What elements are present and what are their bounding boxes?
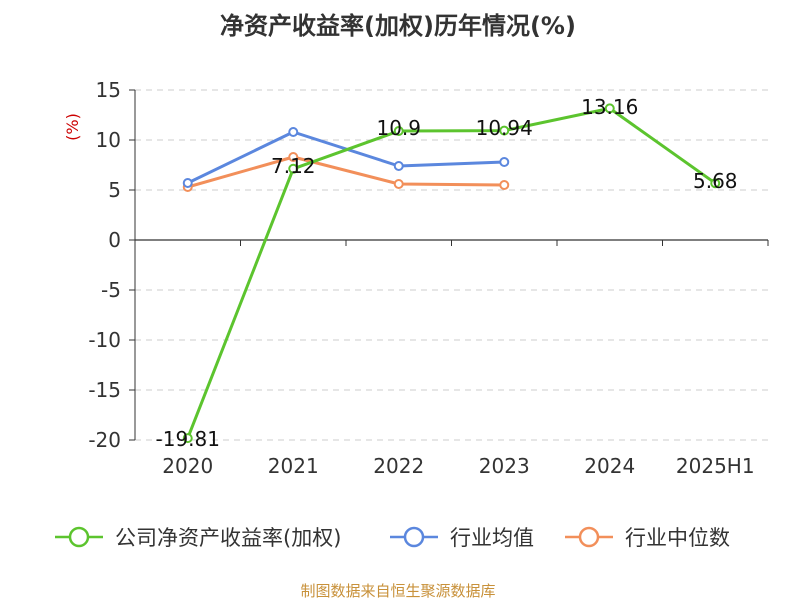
y-tick-label: -15	[88, 378, 121, 402]
y-tick-label: 5	[108, 178, 121, 202]
data-labels: -19.81 7.12 10.9 10.94 13.16 5.68	[156, 95, 738, 451]
data-label: -19.81	[156, 427, 220, 451]
data-point	[604, 103, 615, 114]
y-tick-label: -10	[88, 328, 121, 352]
data-point	[710, 178, 721, 189]
series-line	[187, 155, 505, 189]
data-point	[499, 180, 510, 190]
legend-marker	[578, 526, 600, 548]
data-label: 10.9	[376, 116, 421, 140]
data-label: 13.16	[581, 95, 638, 119]
data-label: 5.68	[693, 169, 738, 193]
legend-marker	[403, 526, 425, 548]
x-tick-label: 2022	[373, 454, 424, 478]
series-line	[186, 106, 717, 439]
y-tick-label: -20	[88, 428, 121, 452]
legend: 公司净资产收益率(加权) 行业均值 行业中位数	[55, 526, 730, 550]
x-tick-label: 2025H1	[676, 454, 755, 478]
data-point	[182, 178, 193, 188]
axes: 15 10 5 0 -5 -10 -15 -20 2020 2021 2022 2023 2024 202…	[88, 78, 769, 478]
data-point	[288, 163, 299, 174]
source-note: 制图数据来自恒生聚源数据库	[300, 582, 495, 600]
y-tick-label: 0	[108, 228, 121, 252]
legend-marker	[68, 526, 90, 548]
data-point	[393, 161, 404, 171]
x-tick-label: 2020	[162, 454, 213, 478]
series-layer	[182, 103, 721, 444]
legend-label: 行业均值	[450, 526, 534, 550]
y-axis-unit: (%)	[63, 113, 82, 141]
y-tick-label: 10	[96, 128, 121, 152]
data-point	[288, 127, 299, 137]
x-tick-label: 2021	[268, 454, 319, 478]
x-tick-label: 2023	[479, 454, 530, 478]
y-tick-label: 15	[96, 78, 121, 102]
data-point	[499, 125, 510, 136]
data-label: 10.94	[476, 116, 533, 140]
y-tick-label: -5	[101, 278, 121, 302]
data-point	[393, 179, 404, 189]
data-point	[182, 433, 193, 444]
data-label: 7.12	[271, 154, 316, 178]
grid	[135, 89, 768, 441]
data-point	[393, 126, 404, 136]
x-tick-label: 2024	[584, 454, 635, 478]
legend-label: 公司净资产收益率(加权)	[115, 526, 341, 550]
data-point	[499, 157, 510, 167]
data-point	[288, 152, 299, 162]
legend-label: 行业中位数	[625, 526, 730, 550]
chart-title: 净资产收益率(加权)历年情况(%)	[220, 12, 576, 40]
